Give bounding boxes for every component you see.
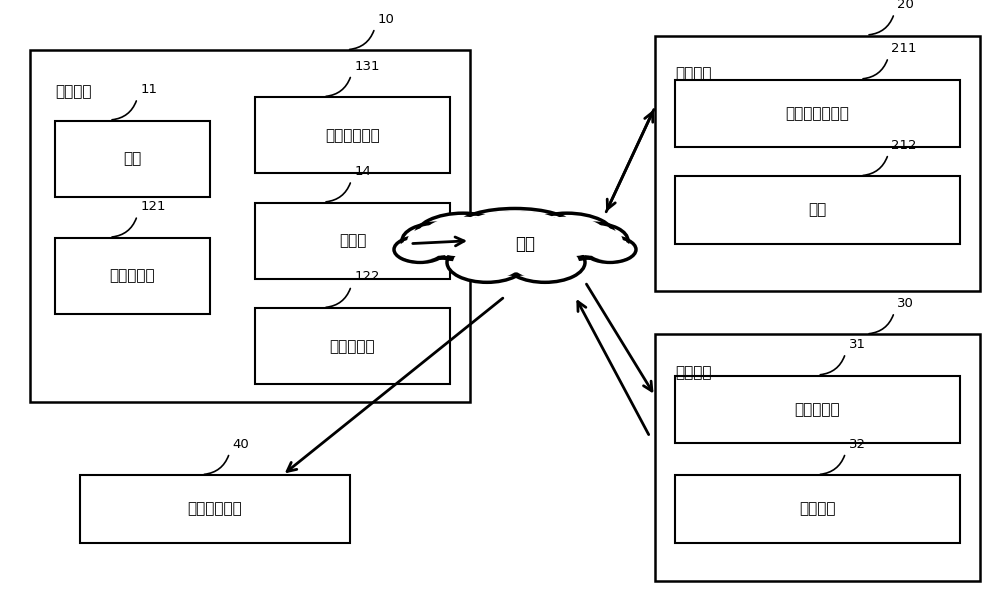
Text: 网络: 网络 xyxy=(515,235,535,253)
Ellipse shape xyxy=(460,218,570,270)
Text: 212: 212 xyxy=(891,138,917,152)
Ellipse shape xyxy=(588,239,632,260)
Text: 控制器: 控制器 xyxy=(339,233,366,248)
Ellipse shape xyxy=(584,237,636,262)
Text: 40: 40 xyxy=(232,438,249,450)
Ellipse shape xyxy=(468,211,562,239)
Text: 31: 31 xyxy=(848,338,866,351)
Ellipse shape xyxy=(505,242,585,282)
Bar xyxy=(675,376,960,443)
Ellipse shape xyxy=(526,217,608,257)
Ellipse shape xyxy=(398,239,442,260)
Text: 122: 122 xyxy=(354,271,380,283)
Bar xyxy=(655,334,980,581)
Bar xyxy=(675,176,960,243)
Ellipse shape xyxy=(563,226,623,256)
Bar xyxy=(655,36,980,291)
Ellipse shape xyxy=(460,208,570,242)
Text: 面板: 面板 xyxy=(123,151,142,166)
Text: 移动设备: 移动设备 xyxy=(799,501,836,517)
Text: 相机: 相机 xyxy=(808,203,827,217)
Text: 面板系统: 面板系统 xyxy=(55,84,92,99)
Ellipse shape xyxy=(453,245,521,279)
Text: 重力传感器: 重力传感器 xyxy=(110,268,155,283)
Bar xyxy=(255,203,450,279)
Ellipse shape xyxy=(402,223,472,259)
Text: 货架系统: 货架系统 xyxy=(675,66,712,81)
Bar xyxy=(55,238,210,314)
Text: 14: 14 xyxy=(354,165,371,178)
Text: 211: 211 xyxy=(891,42,917,55)
Ellipse shape xyxy=(519,213,615,260)
Text: 库存管理系统: 库存管理系统 xyxy=(188,501,242,517)
Text: 10: 10 xyxy=(378,13,395,25)
Ellipse shape xyxy=(422,217,504,257)
Text: 11: 11 xyxy=(140,83,157,96)
Ellipse shape xyxy=(415,213,511,260)
Ellipse shape xyxy=(447,242,527,282)
Text: 网格定位设备: 网格定位设备 xyxy=(325,127,380,143)
Ellipse shape xyxy=(558,223,628,259)
Text: 红外传感器: 红外传感器 xyxy=(330,339,375,354)
Ellipse shape xyxy=(394,237,446,262)
Bar xyxy=(30,50,470,402)
Bar xyxy=(255,308,450,384)
Text: 32: 32 xyxy=(848,438,866,450)
Bar xyxy=(55,121,210,197)
Text: 131: 131 xyxy=(354,59,380,72)
Bar xyxy=(675,80,960,147)
Ellipse shape xyxy=(407,226,467,256)
Text: 121: 121 xyxy=(140,200,166,213)
Text: 30: 30 xyxy=(897,297,914,310)
Ellipse shape xyxy=(511,245,579,279)
Text: 顾客系统: 顾客系统 xyxy=(675,365,712,380)
Bar xyxy=(80,475,350,543)
Ellipse shape xyxy=(450,213,580,274)
Text: 标志物读取设备: 标志物读取设备 xyxy=(786,106,849,121)
Bar xyxy=(255,97,450,174)
Text: 顾客标志物: 顾客标志物 xyxy=(795,402,840,417)
Text: 20: 20 xyxy=(897,0,914,11)
Bar xyxy=(675,475,960,543)
